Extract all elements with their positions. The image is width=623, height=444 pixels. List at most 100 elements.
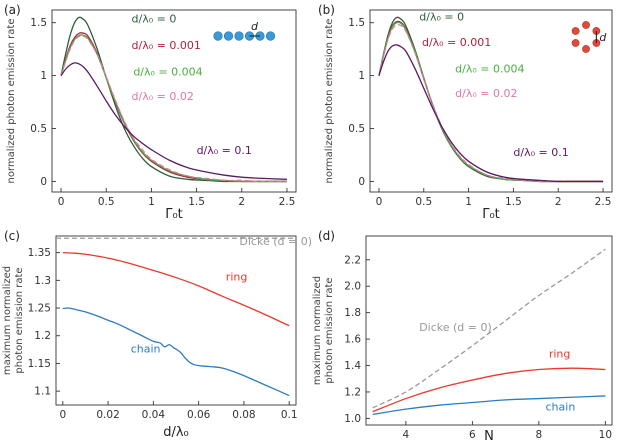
series-annotation: d/λ₀ = 0.1 xyxy=(513,146,568,159)
series-annotation: Dicke (d = 0) xyxy=(419,321,492,334)
series-annotation: d/λ₀ = 0.02 xyxy=(132,90,194,103)
y-tick-label: 1.1 xyxy=(34,386,51,398)
series-annotation: d/λ₀ = 0 xyxy=(132,13,177,26)
x-tick-label: 0 xyxy=(59,409,66,421)
x-tick-label: 0.1 xyxy=(281,409,298,421)
plot-frame xyxy=(55,235,297,406)
series-line-ring xyxy=(62,251,290,327)
x-axis-label: N xyxy=(484,429,494,444)
y-tick-label: 1 xyxy=(40,70,47,82)
series-annotation: d/λ₀ = 0.02 xyxy=(455,87,517,100)
y-tick-label: 0.5 xyxy=(348,123,365,135)
y-tick-label: 1.3 xyxy=(34,275,51,287)
series-line-ring xyxy=(372,367,606,413)
panel-label: (c) xyxy=(4,229,20,243)
y-tick-label: 1.4 xyxy=(344,360,361,372)
y-tick-label: 2.2 xyxy=(344,254,361,266)
series-line-d-0-0-1 xyxy=(60,62,287,180)
x-tick-label: 0 xyxy=(376,196,383,208)
series-annotation: chain xyxy=(131,342,161,355)
atom xyxy=(571,39,580,47)
x-tick-label: 4 xyxy=(403,429,410,441)
series-line-d-0-0-1 xyxy=(378,44,604,183)
y-axis-label: normalized photon emission rate xyxy=(6,19,17,184)
series-annotation: d/λ₀ = 0.1 xyxy=(197,144,252,157)
y-axis-label: maximum normalized xyxy=(312,276,323,385)
series-annotation: d/λ₀ = 0.004 xyxy=(133,66,202,79)
y-axis-label: normalized photon emission rate xyxy=(324,19,335,184)
atom xyxy=(571,27,580,35)
y-tick-label: 1.35 xyxy=(28,247,51,259)
y-tick-label: 1.6 xyxy=(344,334,361,346)
ring-inset-icon: d xyxy=(571,21,607,53)
x-tick-label: 6 xyxy=(469,429,476,441)
series-line-d-0-0 xyxy=(60,16,287,183)
x-tick-label: 0.04 xyxy=(142,409,166,421)
x-tick-label: 8 xyxy=(536,429,543,441)
y-tick-label: 1.15 xyxy=(28,358,51,370)
atom xyxy=(234,31,244,41)
y-axis-label: photon emission rate xyxy=(324,277,335,383)
panel-label: (d) xyxy=(318,229,335,243)
series-annotation: ring xyxy=(226,270,248,283)
plot-frame xyxy=(369,9,613,193)
x-tick-label: 0.08 xyxy=(232,409,255,421)
y-tick-label: 1.5 xyxy=(30,17,47,29)
series-annotation: Dicke (d = 0) xyxy=(239,235,312,248)
y-tick-label: 1.2 xyxy=(34,330,51,342)
x-tick-label: 2 xyxy=(555,196,562,208)
y-tick-label: 0 xyxy=(40,176,47,188)
x-tick-label: 0.5 xyxy=(415,196,432,208)
y-axis-label: maximum normalized xyxy=(2,266,13,375)
x-tick-label: 2 xyxy=(238,196,245,208)
y-tick-label: 1.25 xyxy=(28,303,51,315)
panel-c: (c) 0 0.02 0.04 0.06 0.08 0.1 1.1 1.15 1.2 1.25 1.3… xyxy=(2,229,312,440)
panel-label: (a) xyxy=(4,3,21,17)
series-line-d-0-0-02 xyxy=(60,35,287,183)
series-line-dicke-d-0- xyxy=(372,248,606,409)
series-annotation: d/λ₀ = 0.001 xyxy=(422,36,491,49)
plot-frame xyxy=(365,235,613,426)
x-tick-label: 0 xyxy=(58,196,65,208)
series-annotation: d/λ₀ = 0 xyxy=(419,11,464,24)
chain-inset-icon: d xyxy=(213,20,276,41)
series-line-d-0-0-004 xyxy=(60,34,287,183)
panel-a: (a) 0 0.5 1 1.5 2 2.5 0 0.5 1 1.5 Γ₀t normalized pho… xyxy=(4,3,297,222)
y-tick-label: 0.5 xyxy=(30,123,47,135)
series-line-chain xyxy=(62,307,290,397)
y-tick-label: 1.8 xyxy=(344,307,361,319)
x-tick-label: 0.02 xyxy=(96,409,119,421)
x-tick-label: 1 xyxy=(465,196,472,208)
series-line-chain xyxy=(372,395,606,416)
x-tick-label: 2.5 xyxy=(279,196,296,208)
y-tick-label: 1.5 xyxy=(348,17,365,29)
y-tick-label: 2.0 xyxy=(344,281,361,293)
panel-b: (b) 0 0.5 1 1.5 2 2.5 0 0.5 1 1.5 Γ₀t normalized pho… xyxy=(318,3,613,222)
x-tick-label: 10 xyxy=(599,429,612,441)
x-axis-label: Γ₀t xyxy=(482,207,500,222)
atom xyxy=(223,31,234,41)
x-tick-label: 1.5 xyxy=(505,196,522,208)
x-tick-label: 2.5 xyxy=(595,196,612,208)
x-tick-label: 0.5 xyxy=(98,196,115,208)
series-annotation: ring xyxy=(549,348,571,361)
y-tick-label: 0 xyxy=(358,176,365,188)
x-axis-label: d/λ₀ xyxy=(163,425,189,440)
atom xyxy=(582,21,590,29)
atom xyxy=(265,31,276,41)
atom xyxy=(213,31,223,41)
series-annotation: d/λ₀ = 0.001 xyxy=(132,39,201,52)
x-axis-label: Γ₀t xyxy=(165,207,183,222)
series-annotation: d/λ₀ = 0.004 xyxy=(455,62,524,75)
y-tick-label: 1.2 xyxy=(344,386,361,398)
x-tick-label: 0.06 xyxy=(187,409,211,421)
x-tick-label: 1.5 xyxy=(188,196,205,208)
panel-label: (b) xyxy=(318,3,335,17)
y-tick-label: 1 xyxy=(358,70,365,82)
x-tick-label: 1 xyxy=(148,196,155,208)
spacing-label: d xyxy=(599,31,607,44)
atom xyxy=(582,45,590,53)
y-axis-label: photon emission rate xyxy=(14,267,25,373)
